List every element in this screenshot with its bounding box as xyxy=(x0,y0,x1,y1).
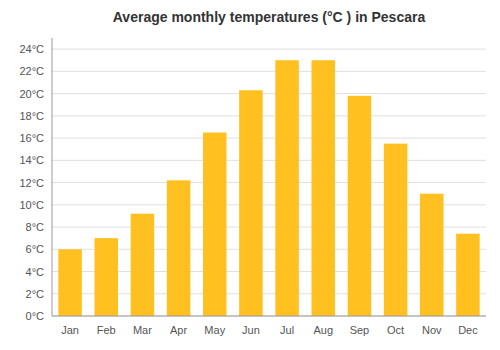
bars xyxy=(58,60,479,316)
y-tick-label: 6°C xyxy=(26,243,45,255)
grid-line xyxy=(52,93,486,94)
y-tick-label: 22°C xyxy=(19,65,44,77)
x-tick-label: Mar xyxy=(133,324,152,336)
y-axis-line xyxy=(52,38,53,316)
x-tick-label: Apr xyxy=(170,324,187,336)
y-tick-label: 16°C xyxy=(19,132,44,144)
y-tick-label: 20°C xyxy=(19,88,44,100)
y-tick-label: 0°C xyxy=(26,310,45,322)
chart-container: Average monthly temperatures (°C ) in Pe… xyxy=(0,0,500,350)
y-tick-label: 4°C xyxy=(26,266,45,278)
bar xyxy=(167,180,191,316)
y-tick-label: 12°C xyxy=(19,177,44,189)
y-tick-label: 10°C xyxy=(19,199,44,211)
grid xyxy=(52,49,486,316)
x-axis-line xyxy=(52,316,486,317)
grid-line xyxy=(52,115,486,116)
x-tick-label: Nov xyxy=(422,324,442,336)
y-tick-label: 8°C xyxy=(26,221,45,233)
grid-line xyxy=(52,71,486,72)
x-tick-label: Feb xyxy=(97,324,116,336)
x-tick-label: Jan xyxy=(61,324,79,336)
y-tick-label: 18°C xyxy=(19,110,44,122)
bar xyxy=(239,90,263,316)
grid-line xyxy=(52,138,486,139)
grid-line xyxy=(52,316,486,317)
bar xyxy=(420,194,444,316)
bar xyxy=(384,144,408,316)
grid-line xyxy=(52,49,486,50)
bar xyxy=(275,60,299,316)
x-tick-label: Oct xyxy=(387,324,404,336)
x-tick-label: Sep xyxy=(350,324,370,336)
title: Average monthly temperatures (°C ) in Pe… xyxy=(113,9,426,25)
grid-line xyxy=(52,182,486,183)
bar xyxy=(311,60,335,316)
bar xyxy=(203,133,227,316)
x-tick-label: Jun xyxy=(242,324,260,336)
x-tick-label: Aug xyxy=(313,324,333,336)
bar xyxy=(58,249,82,316)
bar xyxy=(456,234,480,316)
bar xyxy=(131,214,155,316)
chart-svg: Average monthly temperatures (°C ) in Pe… xyxy=(0,0,500,350)
bar xyxy=(94,238,118,316)
y-tick-label: 24°C xyxy=(19,43,44,55)
bar xyxy=(348,96,372,316)
x-tick-label: Jul xyxy=(280,324,294,336)
y-tick-label: 2°C xyxy=(26,288,45,300)
x-tick-label: May xyxy=(204,324,225,336)
y-tick-label: 14°C xyxy=(19,154,44,166)
grid-line xyxy=(52,160,486,161)
x-tick-label: Dec xyxy=(458,324,478,336)
